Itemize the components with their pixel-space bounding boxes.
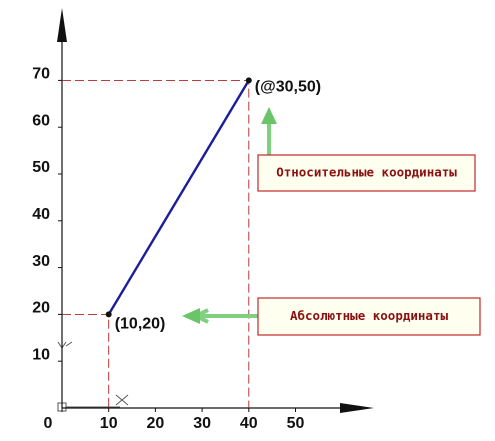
x-tick-label: 40 <box>240 415 258 432</box>
guide-line <box>62 313 110 408</box>
line <box>107 79 250 316</box>
callout-box <box>257 154 476 192</box>
y-tick-label: 70 <box>32 66 50 83</box>
callout-text: Относительные координаты <box>276 165 457 180</box>
point-label: (10,20) <box>115 316 166 333</box>
x-tick-label: 0 <box>44 415 53 432</box>
callout-text: Абсолютные координаты <box>290 308 449 323</box>
callout-arrow-head <box>261 107 277 124</box>
y-tick-label: 40 <box>32 206 50 223</box>
callout-box <box>257 297 481 336</box>
x-tick-label: 50 <box>287 415 305 432</box>
x-tick-label: 30 <box>193 415 211 432</box>
y-tick-label: 30 <box>32 253 50 270</box>
guide-line <box>62 79 250 408</box>
x-tick-label: 10 <box>100 415 118 432</box>
y-axis-arrow <box>57 8 67 42</box>
y-tick-label: 10 <box>32 346 50 363</box>
point-label: (@30,50) <box>255 79 321 96</box>
y-tick-label: 60 <box>32 112 50 129</box>
x-tick-label: 20 <box>147 415 165 432</box>
point <box>105 311 112 318</box>
ucs-icon <box>57 341 129 412</box>
y-tick-label: 20 <box>32 300 50 317</box>
point <box>245 77 252 84</box>
x-axis-arrow <box>340 403 374 413</box>
y-tick-label: 50 <box>32 159 50 176</box>
callout-arrow-head <box>182 308 200 324</box>
